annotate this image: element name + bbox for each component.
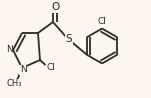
Text: CH₃: CH₃ <box>6 79 22 88</box>
Text: N: N <box>20 65 26 74</box>
Text: Cl: Cl <box>47 63 55 72</box>
Text: Cl: Cl <box>98 17 106 26</box>
Text: N: N <box>6 45 12 54</box>
Text: S: S <box>66 34 72 44</box>
Text: O: O <box>51 2 60 12</box>
